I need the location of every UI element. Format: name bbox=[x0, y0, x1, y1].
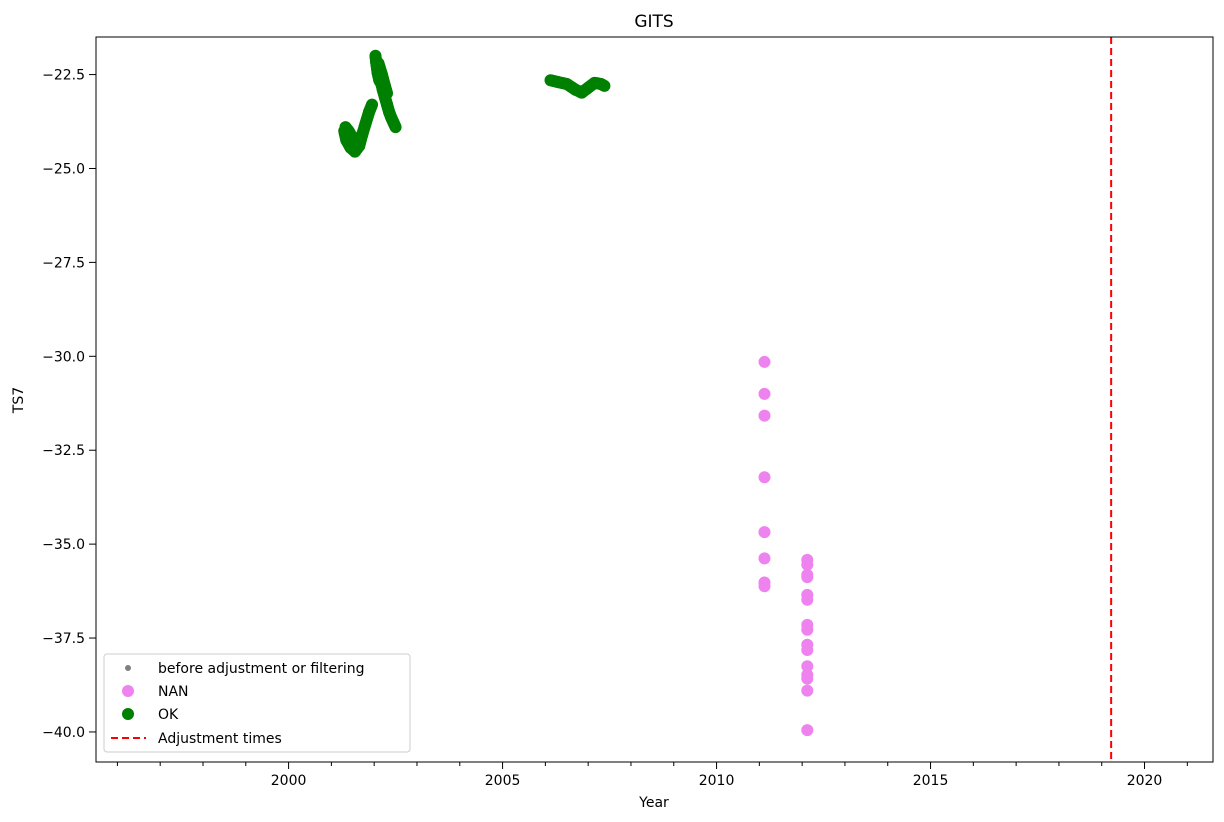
x-tick-label: 2005 bbox=[485, 773, 521, 789]
y-tick-label: −37.5 bbox=[42, 631, 85, 647]
y-tick-label: −35.0 bbox=[42, 537, 85, 553]
nan-point bbox=[801, 644, 814, 657]
y-axis-label: TS7 bbox=[11, 387, 27, 414]
plot-area bbox=[338, 37, 1113, 762]
series-nan bbox=[758, 355, 814, 737]
nan-point bbox=[758, 387, 771, 400]
x-tick-label: 2020 bbox=[1127, 773, 1163, 789]
nan-point bbox=[801, 672, 814, 685]
nan-point bbox=[758, 409, 771, 422]
ok-point bbox=[381, 87, 394, 100]
y-tick-label: −32.5 bbox=[42, 443, 85, 459]
legend-marker-ok bbox=[122, 708, 134, 720]
x-tick-label: 2015 bbox=[913, 773, 949, 789]
legend-label-adjustment: Adjustment times bbox=[158, 731, 282, 747]
nan-point bbox=[801, 558, 814, 571]
legend-label-nan: NAN bbox=[158, 684, 189, 700]
x-tick-label: 2000 bbox=[271, 773, 307, 789]
chart-title: GITS bbox=[634, 12, 673, 32]
nan-point bbox=[801, 660, 814, 673]
nan-point bbox=[758, 552, 771, 565]
nan-point bbox=[801, 724, 814, 737]
nan-point bbox=[801, 684, 814, 697]
x-axis: 2000 2005 2010 2015 2020 bbox=[116, 762, 1188, 789]
nan-point bbox=[758, 526, 771, 539]
nan-point bbox=[801, 593, 814, 606]
legend-marker-nan bbox=[122, 685, 134, 697]
y-tick-label: −27.5 bbox=[42, 255, 85, 271]
ok-point bbox=[389, 121, 402, 134]
ok-point bbox=[366, 98, 379, 111]
y-axis: −40.0 −37.5 −35.0 −32.5 −30.0 −27.5 −25.0 −22.5 bbox=[42, 68, 96, 741]
y-tick-label: −25.0 bbox=[42, 161, 85, 177]
y-tick-label: −22.5 bbox=[42, 68, 85, 84]
nan-point bbox=[758, 580, 771, 593]
ok-point bbox=[354, 132, 367, 145]
series-ok bbox=[338, 49, 611, 158]
y-tick-label: −40.0 bbox=[42, 725, 85, 741]
legend-label-before: before adjustment or filtering bbox=[158, 661, 365, 677]
x-tick-label: 2010 bbox=[699, 773, 735, 789]
y-tick-label: −30.0 bbox=[42, 349, 85, 365]
nan-point bbox=[801, 623, 814, 636]
x-axis-label: Year bbox=[638, 795, 669, 811]
nan-point bbox=[758, 471, 771, 484]
ok-point bbox=[598, 79, 611, 92]
legend-marker-before bbox=[125, 665, 131, 671]
legend: before adjustment or filtering NAN OK Ad… bbox=[103, 653, 411, 753]
nan-point bbox=[801, 571, 814, 584]
nan-point bbox=[758, 355, 771, 368]
legend-label-ok: OK bbox=[158, 707, 179, 723]
axes-frame bbox=[95, 36, 1214, 763]
legend-box bbox=[103, 653, 411, 753]
